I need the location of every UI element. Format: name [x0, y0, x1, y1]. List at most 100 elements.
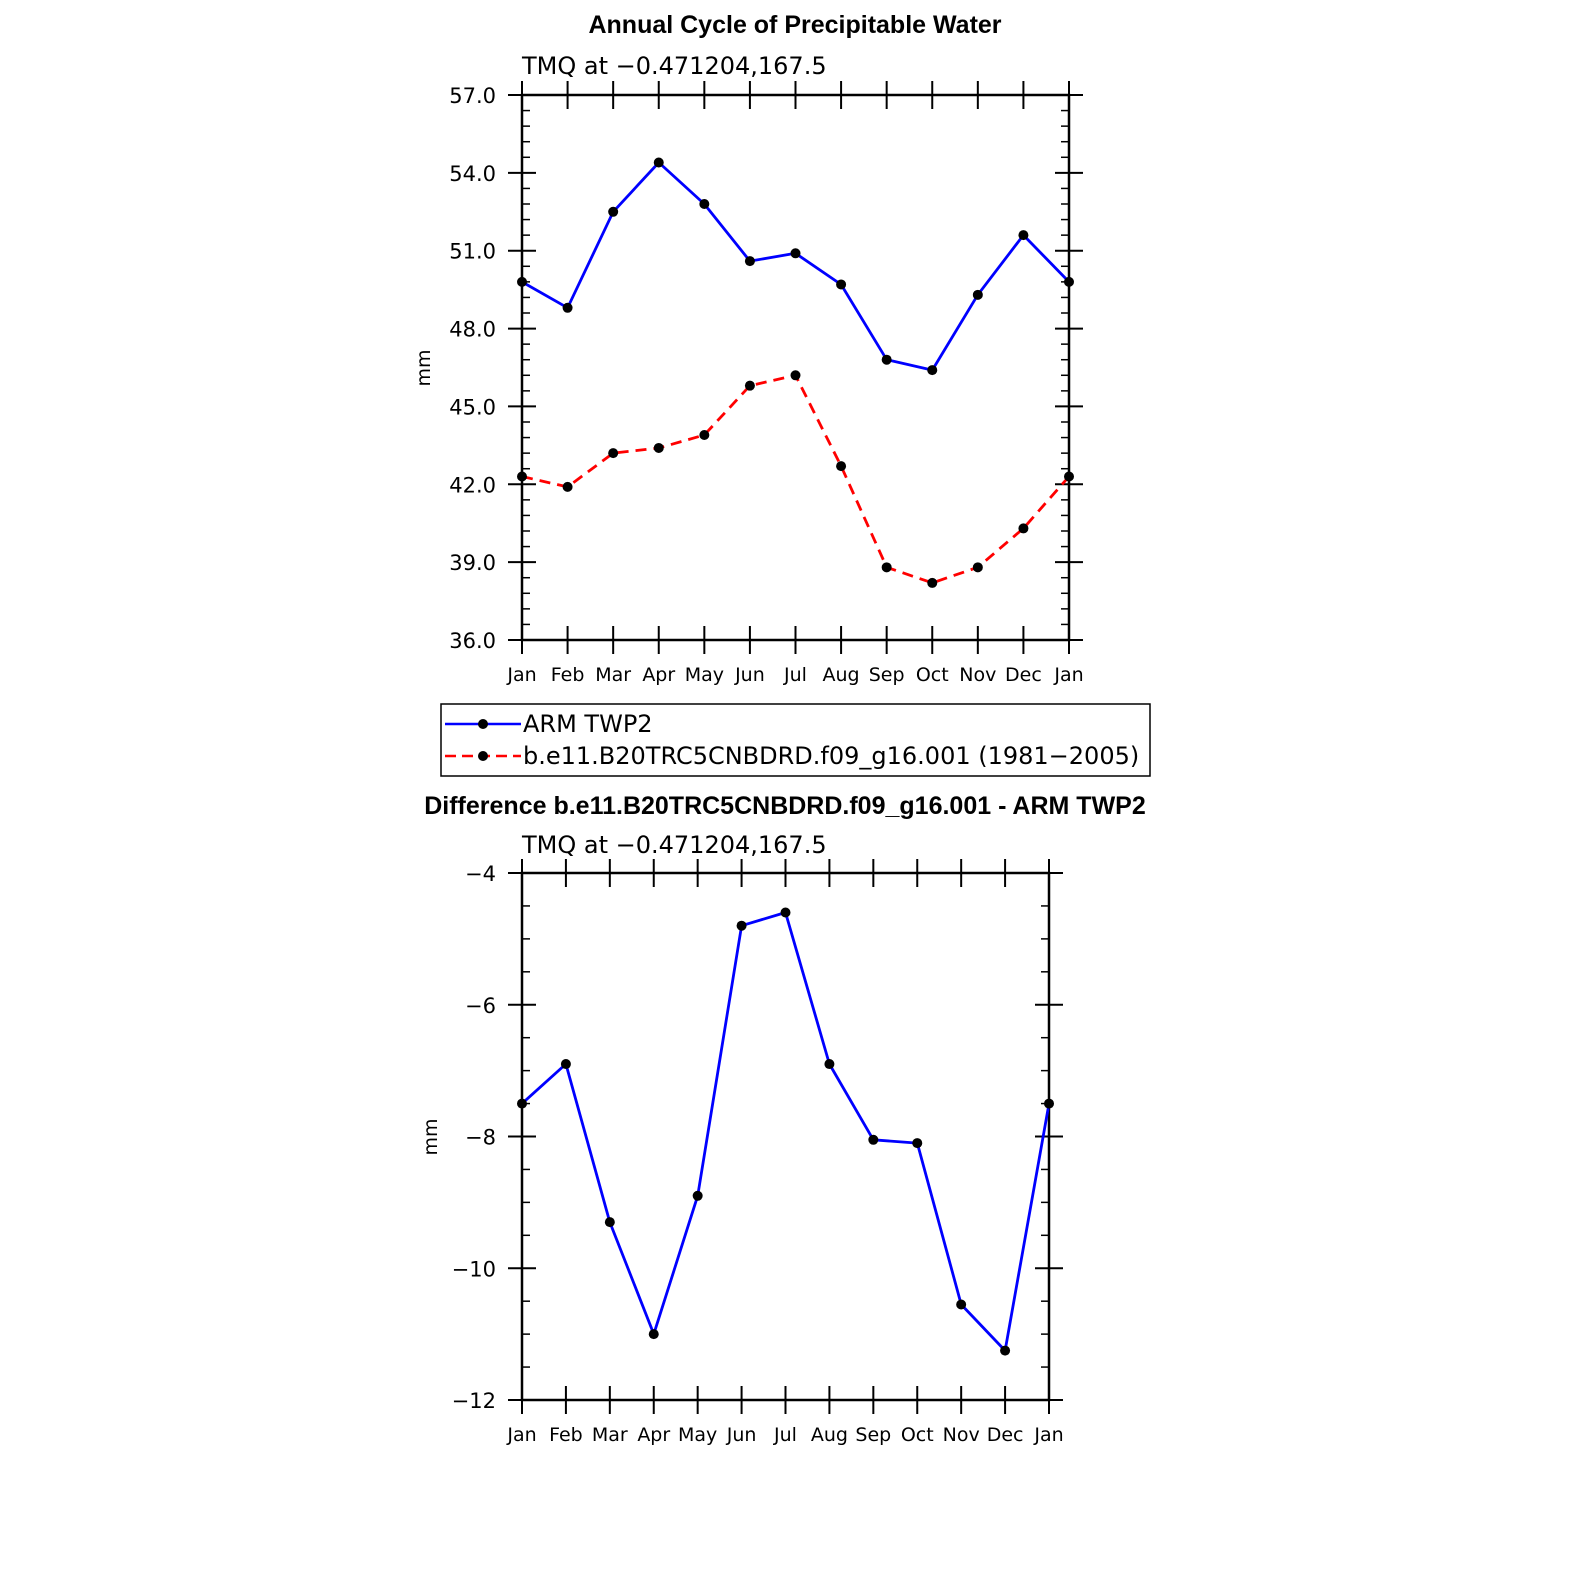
p1-ytick-label: 36.0	[449, 629, 496, 653]
p1-series-1-point	[972, 562, 983, 573]
panel2-title: Difference b.e11.B20TRC5CNBDRD.f09_g16.0…	[424, 792, 1146, 820]
panel2-axes: −12 −10 −8 −6 −4 Jan Feb Mar Apr May Jun Jul Aug Sep O…	[452, 859, 1064, 1446]
p2-xtick-label: Dec	[987, 1424, 1024, 1446]
p1-series-line-1	[521, 373, 1071, 585]
p1-xtick-label: Nov	[959, 664, 996, 686]
p1-ytick-label: 42.0	[449, 473, 496, 497]
p1-ytick-label: 51.0	[449, 240, 496, 264]
p2-series-0-point	[780, 907, 791, 918]
panel2-ylabel: mm	[420, 1118, 442, 1155]
p1-ytick-label: 48.0	[449, 318, 496, 342]
p2-series-0-point	[912, 1138, 923, 1149]
p2-series-0-point	[868, 1134, 879, 1145]
p1-series-0-point	[1018, 230, 1029, 241]
p2-series-0-point	[956, 1299, 967, 1310]
p1-series-0-point	[972, 289, 983, 300]
p1-xtick-label: Jul	[783, 664, 807, 686]
p1-xtick-label: Mar	[595, 664, 631, 686]
p2-series-0-point	[560, 1059, 571, 1070]
p2-series-0-point	[1000, 1345, 1011, 1356]
panel1-ylabel: mm	[413, 349, 435, 386]
p2-xtick-label: Sep	[855, 1424, 891, 1446]
p1-series-0-point	[836, 279, 847, 290]
p1-series-1-point	[790, 370, 801, 381]
p1-series-0-point	[608, 206, 619, 217]
p2-series-line-0	[521, 911, 1051, 1352]
panel2-series	[517, 907, 1054, 1356]
p1-xtick-label: Apr	[642, 664, 675, 686]
p2-xtick-label: May	[678, 1424, 717, 1446]
p2-xtick-label: Jan	[506, 1424, 536, 1446]
panel1-subtitle: TMQ at −0.471204,167.5	[521, 52, 827, 80]
p1-series-1-point	[608, 448, 619, 459]
p2-xtick-label: Jul	[773, 1424, 797, 1446]
p1-xtick-label: Jun	[734, 664, 765, 686]
p2-xtick-label: Apr	[637, 1424, 670, 1446]
p1-series-0-point	[699, 199, 710, 209]
p2-series-0-point	[517, 1098, 527, 1109]
p2-series-0-point	[1044, 1098, 1054, 1109]
legend-marker-arm	[478, 719, 488, 729]
p1-series-0-point	[653, 157, 664, 168]
p2-ytick-label: −6	[465, 994, 496, 1018]
p2-xtick-label: Jan	[1033, 1424, 1063, 1446]
p1-ytick-label: 54.0	[449, 162, 496, 186]
difference-panel: Difference b.e11.B20TRC5CNBDRD.f09_g16.0…	[420, 792, 1146, 1446]
annual-cycle-panel: Annual Cycle of Precipitable Water TMQ a…	[413, 11, 1084, 686]
p1-series-0-point	[1064, 276, 1074, 287]
p1-series-1-point	[653, 442, 664, 453]
p2-plot-frame	[520, 871, 1051, 1402]
p2-series-0-point	[736, 920, 747, 931]
p2-xtick-label: Aug	[811, 1424, 848, 1446]
p2-ytick-label: −12	[452, 1389, 496, 1413]
p2-xtick-label: Mar	[592, 1424, 628, 1446]
p1-ytick-label: 39.0	[449, 551, 496, 575]
panel1-title: Annual Cycle of Precipitable Water	[588, 11, 1001, 39]
legend: ARM TWP2 b.e11.B20TRC5CNBDRD.f09_g16.001…	[440, 703, 1151, 777]
panel2-subtitle: TMQ at −0.471204,167.5	[521, 831, 827, 859]
p1-xtick-label: Feb	[551, 664, 585, 686]
p1-xtick-label: Jan	[506, 664, 536, 686]
p1-series-1-point	[1064, 471, 1074, 482]
legend-marker-model	[478, 751, 488, 761]
p1-series-0-point	[881, 354, 892, 365]
p2-series-0-point	[824, 1059, 835, 1070]
p1-xtick-label: Aug	[823, 664, 860, 686]
panel1-axes: 36.0 39.0 42.0 45.0 48.0 51.0 54.0 57.0 Jan Feb Ma…	[449, 81, 1084, 686]
p1-series-0-point	[927, 365, 938, 376]
p1-series-1-point	[836, 461, 847, 472]
p1-series-line-0	[521, 161, 1071, 372]
p1-xtick-label: May	[685, 664, 724, 686]
p1-ytick-label: 45.0	[449, 395, 496, 419]
p1-series-0-point	[562, 302, 573, 313]
p2-xtick-label: Nov	[943, 1424, 980, 1446]
p1-series-0-point	[790, 248, 801, 259]
p2-xtick-label: Jun	[726, 1424, 757, 1446]
p2-xtick-label: Feb	[549, 1424, 583, 1446]
p1-series-1-point	[881, 562, 892, 573]
p1-series-1-point	[699, 429, 710, 440]
p1-xtick-label: Oct	[916, 664, 949, 686]
legend-box	[440, 703, 1151, 777]
p2-series-0-point	[692, 1190, 703, 1201]
p1-series-1-point	[562, 481, 573, 492]
p1-series-1-point	[517, 471, 527, 482]
legend-label-arm: ARM TWP2	[523, 710, 653, 738]
legend-label-model: b.e11.B20TRC5CNBDRD.f09_g16.001 (1981−20…	[523, 742, 1139, 770]
p2-series-0-point	[604, 1217, 615, 1228]
p2-ytick-label: −8	[465, 1126, 496, 1150]
p1-series-1-point	[744, 380, 755, 391]
p1-xtick-label: Jan	[1053, 664, 1083, 686]
p2-ytick-label: −10	[452, 1257, 496, 1281]
p1-series-0-point	[744, 256, 755, 267]
p2-series-0-point	[648, 1329, 659, 1340]
panel1-series	[517, 157, 1074, 588]
p1-series-0-point	[517, 276, 527, 287]
p1-series-1-point	[927, 577, 938, 588]
p1-series-1-point	[1018, 523, 1029, 534]
p2-ytick-label: −4	[465, 862, 496, 886]
p2-xtick-label: Oct	[901, 1424, 934, 1446]
p1-ytick-label: 57.0	[449, 84, 496, 108]
p1-xtick-label: Sep	[869, 664, 905, 686]
